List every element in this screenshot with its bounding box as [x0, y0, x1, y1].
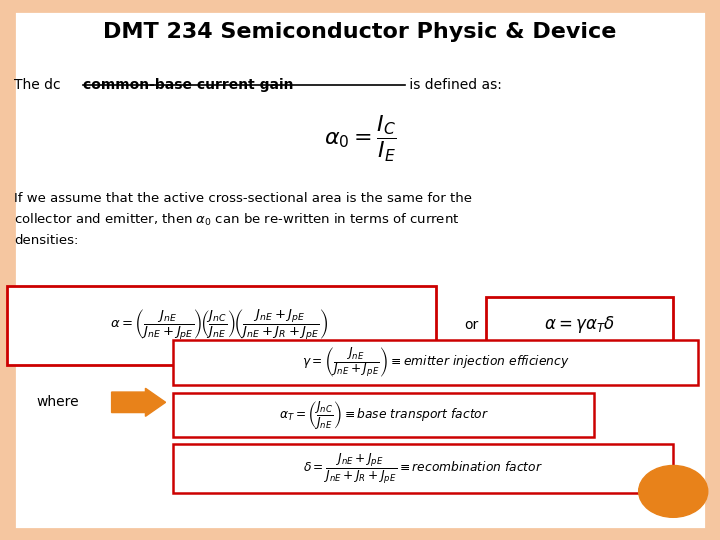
- Text: $\gamma = \left(\dfrac{J_{nE}}{J_{nE}+J_{pE}}\right) \equiv \mathit{emitter\ inj: $\gamma = \left(\dfrac{J_{nE}}{J_{nE}+J_…: [302, 346, 570, 379]
- Text: The dc: The dc: [14, 78, 70, 92]
- Circle shape: [639, 465, 708, 517]
- Text: $\alpha_T = \left(\dfrac{J_{nC}}{J_{nE}}\right) \equiv \mathit{base\ transport\ : $\alpha_T = \left(\dfrac{J_{nC}}{J_{nE}}…: [279, 399, 489, 431]
- Text: is defined as:: is defined as:: [405, 78, 502, 92]
- Text: $\alpha = \gamma\alpha_T\delta$: $\alpha = \gamma\alpha_T\delta$: [544, 314, 615, 335]
- FancyBboxPatch shape: [173, 340, 698, 385]
- Text: $\alpha = \left(\dfrac{J_{nE}}{J_{nE}+J_{pE}}\right)\!\left(\dfrac{J_{nC}}{J_{nE: $\alpha = \left(\dfrac{J_{nE}}{J_{nE}+J_…: [110, 308, 329, 342]
- FancyArrow shape: [112, 388, 166, 416]
- Text: common-base current gain: common-base current gain: [83, 78, 293, 92]
- Text: or: or: [464, 318, 479, 332]
- Text: $\alpha_0 = \dfrac{I_C}{I_E}$: $\alpha_0 = \dfrac{I_C}{I_E}$: [324, 113, 396, 164]
- Text: $\delta = \dfrac{J_{nE}+J_{pE}}{J_{nE}+J_R+J_{pE}} \equiv \mathit{recombination\: $\delta = \dfrac{J_{nE}+J_{pE}}{J_{nE}+J…: [303, 452, 544, 485]
- FancyBboxPatch shape: [173, 393, 594, 437]
- FancyBboxPatch shape: [486, 297, 673, 352]
- FancyBboxPatch shape: [7, 286, 436, 364]
- Text: where: where: [36, 395, 78, 409]
- Text: If we assume that the active cross-sectional area is the same for the
collector : If we assume that the active cross-secti…: [14, 192, 472, 247]
- Text: DMT 234 Semiconductor Physic & Device: DMT 234 Semiconductor Physic & Device: [103, 22, 617, 42]
- FancyBboxPatch shape: [173, 444, 673, 493]
